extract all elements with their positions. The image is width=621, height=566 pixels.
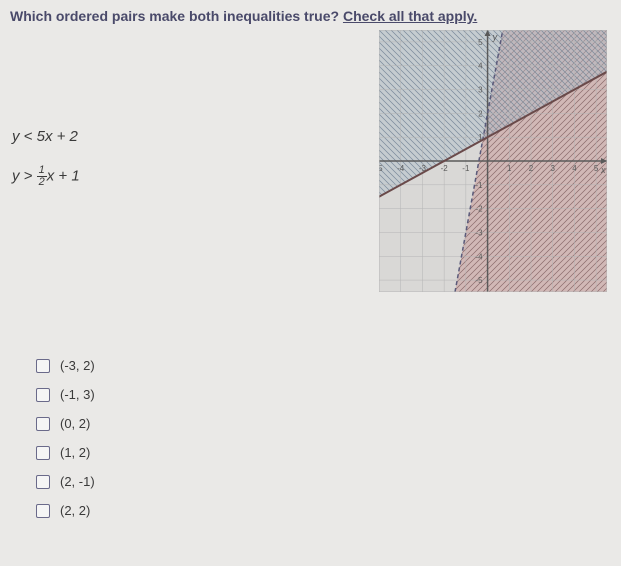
option-label: (2, -1) [60, 474, 95, 489]
svg-text:1: 1 [507, 164, 512, 173]
question-text: Which ordered pairs make both inequaliti… [0, 0, 621, 28]
ineq2-rest: x + 1 [47, 167, 80, 184]
graph-svg: -5-4-3-2-112345-5-4-3-2-112345xy [379, 30, 607, 292]
fraction: 1 2 [37, 165, 47, 188]
checkbox[interactable] [36, 504, 50, 518]
option-row[interactable]: (2, 2) [36, 503, 95, 518]
checkbox[interactable] [36, 475, 50, 489]
svg-text:4: 4 [478, 62, 483, 71]
svg-text:-5: -5 [379, 164, 383, 173]
checkbox[interactable] [36, 388, 50, 402]
svg-text:3: 3 [478, 86, 483, 95]
svg-text:4: 4 [572, 164, 577, 173]
option-row[interactable]: (-1, 3) [36, 387, 95, 402]
svg-text:2: 2 [478, 109, 483, 118]
svg-text:-5: -5 [475, 276, 483, 285]
svg-text:-4: -4 [397, 164, 405, 173]
option-label: (0, 2) [60, 416, 90, 431]
svg-text:3: 3 [550, 164, 555, 173]
inequality-2: y > 1 2 x + 1 [12, 165, 80, 188]
inequalities-block: y < 5x + 2 y > 1 2 x + 1 [12, 128, 80, 208]
svg-text:2: 2 [529, 164, 534, 173]
option-row[interactable]: (1, 2) [36, 445, 95, 460]
svg-text:-2: -2 [441, 164, 449, 173]
question-prefix: Which ordered pairs make both inequaliti… [10, 8, 343, 24]
option-label: (2, 2) [60, 503, 90, 518]
option-row[interactable]: (-3, 2) [36, 358, 95, 373]
svg-text:-4: -4 [475, 252, 483, 261]
checkbox[interactable] [36, 359, 50, 373]
ineq1-lhs: y [12, 128, 20, 145]
svg-text:-1: -1 [475, 181, 483, 190]
ineq2-op: > [24, 167, 33, 184]
option-label: (1, 2) [60, 445, 90, 460]
inequality-1: y < 5x + 2 [12, 128, 80, 145]
answer-options: (-3, 2) (-1, 3) (0, 2) (1, 2) (2, -1) (2, 2) [36, 358, 95, 532]
svg-text:-3: -3 [475, 228, 483, 237]
svg-text:x: x [600, 165, 606, 175]
svg-text:-2: -2 [475, 205, 483, 214]
ineq1-rhs: 5x + 2 [37, 128, 78, 145]
svg-text:y: y [492, 32, 498, 42]
svg-text:-1: -1 [462, 164, 470, 173]
option-label: (-3, 2) [60, 358, 95, 373]
svg-text:5: 5 [478, 38, 483, 47]
question-underlined: Check all that apply. [343, 8, 477, 24]
checkbox[interactable] [36, 446, 50, 460]
option-row[interactable]: (2, -1) [36, 474, 95, 489]
svg-text:5: 5 [594, 164, 599, 173]
option-row[interactable]: (0, 2) [36, 416, 95, 431]
frac-den: 2 [37, 177, 47, 188]
ineq2-lhs: y [12, 167, 20, 184]
ineq1-op: < [24, 128, 33, 145]
option-label: (-1, 3) [60, 387, 95, 402]
checkbox[interactable] [36, 417, 50, 431]
graph-panel: -5-4-3-2-112345-5-4-3-2-112345xy [379, 30, 607, 292]
